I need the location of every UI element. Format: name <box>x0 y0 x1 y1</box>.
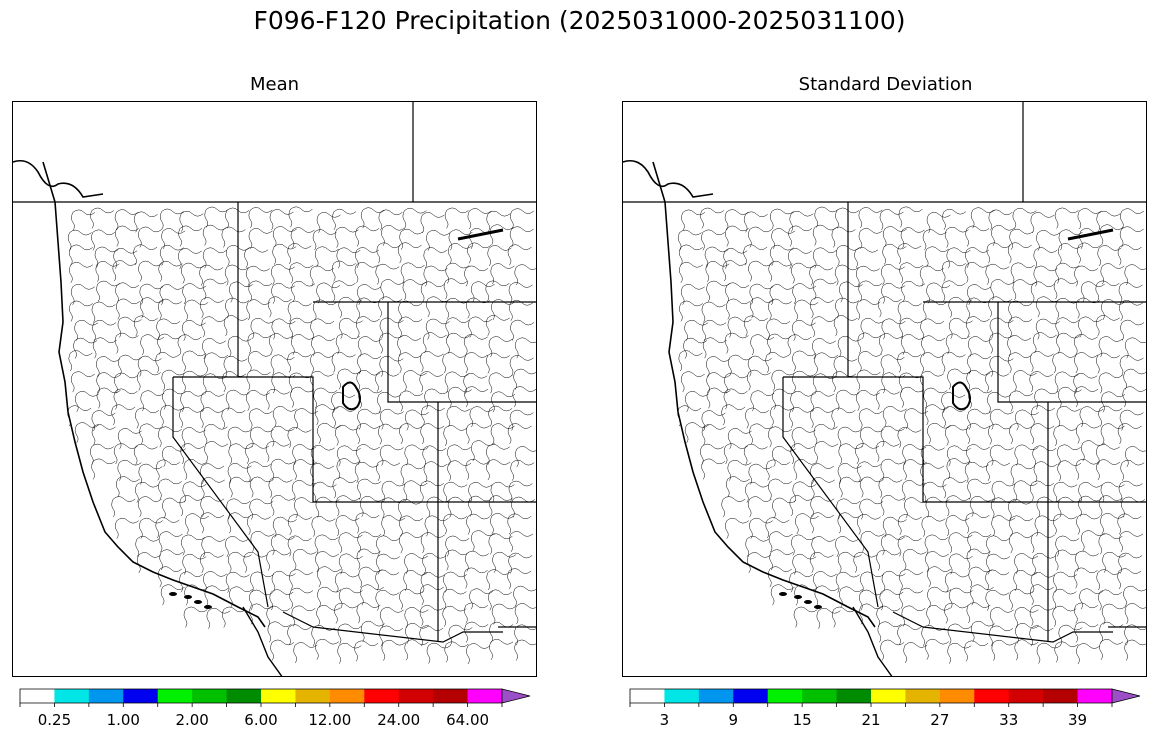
colorbar-segment <box>192 689 228 703</box>
colorbar-segment <box>802 689 838 703</box>
colorbar-segment <box>733 689 769 703</box>
std-panel-title: Standard Deviation <box>798 74 973 95</box>
state-borders <box>13 102 536 643</box>
colorbar-segment <box>905 689 941 703</box>
colorbar-segment <box>939 689 975 703</box>
colorbar-tick-label: 21 <box>861 711 881 729</box>
colorbar-segment <box>261 689 296 703</box>
colorbar-tick-label: 33 <box>999 711 1019 729</box>
mean-panel-title: Mean <box>249 74 300 95</box>
colorbar-tick-label: 15 <box>792 711 812 729</box>
colorbar-segment <box>157 689 193 703</box>
colorbar-segment <box>433 689 469 703</box>
colorbar-segment <box>467 689 503 703</box>
colorbar-tick-label: 12.00 <box>308 711 352 729</box>
colorbar-tick-label: 64.00 <box>446 711 490 729</box>
mean-colorbar <box>19 688 531 707</box>
mean-map <box>12 101 537 677</box>
watershed-boundaries <box>677 206 1146 665</box>
colorbar-segment <box>226 689 262 703</box>
colorbar-segment <box>1077 689 1113 703</box>
figure-title: F096-F120 Precipitation (2025031000-2025… <box>253 6 906 35</box>
watershed-boundaries <box>67 206 536 665</box>
colorbar-segment <box>698 689 734 703</box>
colorbar-segment <box>664 689 700 703</box>
colorbar-segment <box>20 689 55 703</box>
state-borders <box>623 102 1146 643</box>
colorbar-tick-label: 1.00 <box>106 711 140 729</box>
colorbar-extend-arrow <box>501 688 531 704</box>
colorbar-segment <box>88 689 124 703</box>
colorbar-segment <box>329 689 365 703</box>
colorbar-segment <box>767 689 803 703</box>
colorbar-tick-label: 24.00 <box>377 711 421 729</box>
colorbar-tick-label: 3 <box>659 711 670 729</box>
colorbar-tick-label: 39 <box>1068 711 1088 729</box>
colorbar-tick-label: 9 <box>728 711 739 729</box>
coastline <box>652 161 876 628</box>
colorbar-segment <box>871 689 906 703</box>
std-map <box>622 101 1147 677</box>
colorbar-segment <box>364 689 400 703</box>
colorbar-segment <box>295 689 331 703</box>
colorbar-segment <box>836 689 872 703</box>
colorbar-segment <box>123 689 159 703</box>
colorbar-segment <box>1043 689 1079 703</box>
colorbar-tick-label: 27 <box>930 711 950 729</box>
colorbar-tick-label: 6.00 <box>244 711 278 729</box>
colorbar-extend-arrow <box>1111 688 1141 704</box>
colorbar-tick-label: 2.00 <box>175 711 209 729</box>
colorbar-segment <box>630 689 665 703</box>
colorbar-segment <box>1008 689 1044 703</box>
coastline <box>42 161 266 628</box>
colorbar-segment <box>974 689 1010 703</box>
colorbar-segment <box>398 689 434 703</box>
std-colorbar <box>629 688 1141 707</box>
colorbar-segment <box>54 689 90 703</box>
colorbar-tick-label: 0.25 <box>37 711 72 729</box>
